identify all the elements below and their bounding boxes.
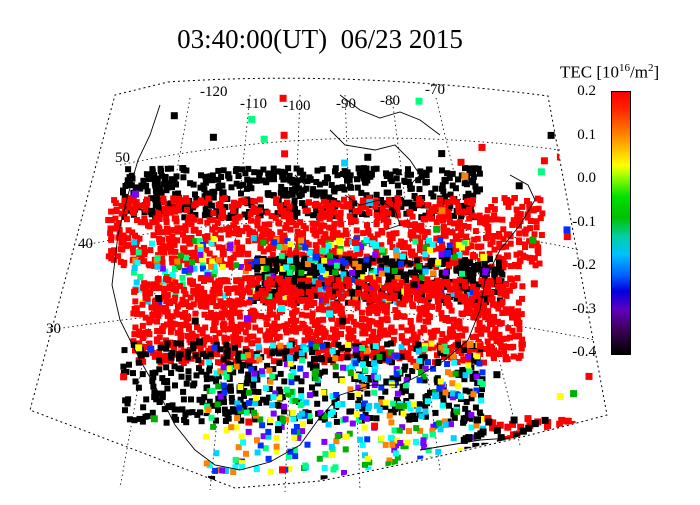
coastlines: [111, 94, 536, 471]
lon-label-100: -100: [283, 98, 311, 114]
lon-label-80: -80: [380, 93, 400, 109]
colorbar: [611, 91, 631, 355]
map-boundary: [29, 77, 608, 489]
lat-label-50: 50: [115, 150, 130, 166]
lon-label-70: -70: [425, 82, 445, 98]
colorbar-tick-label: -0.3: [572, 300, 596, 317]
colorbar-tick-label: 0.0: [577, 170, 596, 186]
colorbar-tick-label: -0.4: [572, 344, 596, 360]
colorbar-tick-label: 0.1: [577, 126, 596, 143]
lon-label-110: -110: [240, 96, 267, 112]
colorbar-tick-label: 0.2: [577, 83, 596, 99]
map-title: 03:40:00(UT) 06/23 2015: [177, 24, 463, 54]
lon-label-90: -90: [336, 96, 356, 112]
longitude-labels: -120 -110 -100 -90 -80 -70: [200, 82, 445, 114]
colorbar-tick-label: -0.2: [572, 257, 596, 273]
colorbar-tick-label: -0.1: [572, 213, 596, 230]
lat-label-30: 30: [46, 321, 61, 337]
lat-label-40: 40: [78, 236, 93, 252]
lon-label-120: -120: [200, 84, 228, 100]
colorbar-title: TEC [1016/m2]: [560, 62, 660, 82]
latitude-labels: 50 40 30: [46, 150, 130, 337]
tec-data-layer: [105, 94, 596, 486]
